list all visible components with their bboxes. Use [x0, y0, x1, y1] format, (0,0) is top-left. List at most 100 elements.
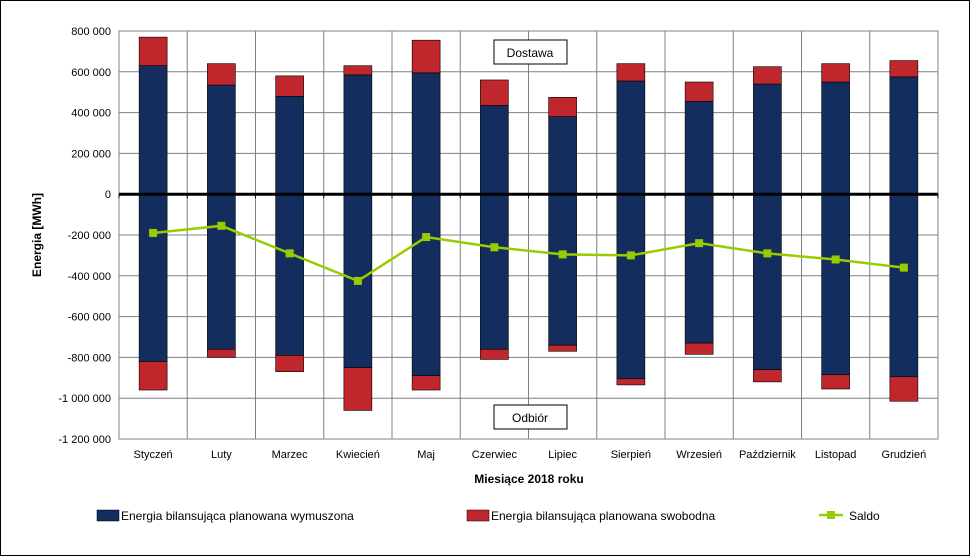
- bar-forced-delivery: [207, 84, 236, 195]
- y-tick-label: -400 000: [68, 271, 111, 283]
- saldo-point: [626, 251, 635, 260]
- legend-label-free: Energia bilansująca planowana swobodna: [491, 509, 715, 523]
- bar-forced-delivery: [480, 105, 509, 195]
- saldo-point: [763, 249, 772, 258]
- bar-forced-withdrawal: [480, 193, 509, 350]
- grid-layer: [119, 31, 938, 439]
- bar-free-delivery: [753, 66, 782, 85]
- x-tick-label: Lipiec: [548, 449, 577, 461]
- y-tick-label: 600 000: [71, 67, 111, 79]
- bar-free-withdrawal: [548, 344, 577, 352]
- legend-item-forced: Energia bilansująca planowana wymuszona: [96, 509, 354, 523]
- bar-free-delivery: [616, 63, 646, 82]
- bar-free-withdrawal: [684, 342, 714, 355]
- x-tick-label: Maj: [417, 449, 435, 461]
- y-tick-label: -1 200 000: [58, 434, 111, 446]
- bar-free-delivery: [343, 65, 373, 76]
- saldo-point: [558, 250, 567, 259]
- x-tick-label: Luty: [211, 449, 232, 461]
- bar-forced-delivery: [411, 72, 441, 195]
- bar-forced-withdrawal: [889, 193, 919, 378]
- saldo-point: [149, 228, 158, 237]
- y-tick-label: -200 000: [68, 230, 111, 242]
- bars-layer: [138, 36, 919, 411]
- x-tick-label: Wrzesień: [676, 449, 722, 461]
- bar-forced-withdrawal: [138, 193, 168, 362]
- bar-free-delivery: [207, 63, 236, 86]
- y-tick-label: -1 000 000: [58, 393, 111, 405]
- bar-free-delivery: [411, 39, 441, 74]
- bar-forced-delivery: [889, 76, 919, 195]
- bar-free-delivery: [821, 63, 850, 83]
- bar-forced-delivery: [548, 116, 577, 195]
- bar-forced-withdrawal: [684, 193, 714, 344]
- saldo-line-layer: [149, 221, 908, 285]
- saldo-point: [899, 263, 908, 272]
- y-tick-label: 400 000: [71, 108, 111, 120]
- bar-free-delivery: [275, 75, 304, 97]
- x-tick-labels: Styczeń Luty Marzec Kwiecień Maj Czerwiec Lipi…: [118, 194, 939, 461]
- bar-forced-withdrawal: [207, 193, 236, 350]
- y-tick-label: 200 000: [71, 148, 111, 160]
- bar-free-delivery: [480, 79, 509, 106]
- bar-free-withdrawal: [753, 369, 782, 383]
- bar-forced-withdrawal: [753, 193, 782, 370]
- annotation-bottom-text: Odbiór: [512, 411, 548, 425]
- legend-marker-saldo: [827, 511, 835, 519]
- bar-free-delivery: [889, 60, 919, 78]
- x-axis-title: Miesiące 2018 roku: [474, 472, 583, 486]
- x-tick-label: Grudzień: [882, 449, 927, 461]
- bar-forced-delivery: [343, 74, 373, 195]
- saldo-point: [285, 249, 294, 258]
- y-tick-label: 800 000: [71, 26, 111, 38]
- x-tick-label: Kwiecień: [336, 449, 380, 461]
- legend-label-saldo: Saldo: [849, 509, 880, 523]
- y-tick-label: -800 000: [68, 352, 111, 364]
- bar-free-withdrawal: [207, 348, 236, 358]
- saldo-point: [422, 233, 431, 242]
- legend-swatch-forced: [96, 509, 120, 522]
- saldo-point: [695, 239, 704, 248]
- bar-free-withdrawal: [411, 375, 441, 391]
- bar-free-delivery: [548, 97, 577, 117]
- x-tick-label: Marzec: [272, 449, 309, 461]
- bar-free-withdrawal: [343, 367, 373, 411]
- legend-label-forced: Energia bilansująca planowana wymuszona: [121, 509, 354, 523]
- bar-forced-withdrawal: [411, 193, 441, 377]
- saldo-line: [152, 224, 905, 283]
- y-tick-label: 0: [105, 189, 111, 201]
- x-tick-label: Sierpień: [611, 449, 651, 461]
- y-tick-label: -600 000: [68, 312, 111, 324]
- annotation-bottom: Odbiór: [493, 404, 568, 430]
- y-tick-labels: 800 000 600 000 400 000 200 000 0 -200 000 -40…: [58, 26, 111, 446]
- legend-swatch-free: [466, 509, 490, 522]
- bar-free-withdrawal: [275, 355, 304, 372]
- bar-forced-delivery: [821, 81, 850, 195]
- x-tick-label: Październik: [739, 449, 796, 461]
- bar-free-delivery: [684, 81, 714, 102]
- bar-free-withdrawal: [480, 348, 509, 360]
- bar-forced-delivery: [616, 80, 646, 195]
- bar-forced-withdrawal: [821, 193, 850, 376]
- annotation-top: Dostawa: [493, 39, 568, 65]
- saldo-point: [217, 221, 226, 230]
- bar-forced-delivery: [275, 95, 304, 195]
- bar-free-withdrawal: [138, 361, 168, 391]
- bar-free-withdrawal: [889, 376, 919, 402]
- bar-forced-delivery: [753, 83, 782, 195]
- bar-free-withdrawal: [821, 374, 850, 390]
- bar-forced-delivery: [138, 65, 168, 195]
- y-axis-title: Energia [MWh]: [30, 193, 44, 277]
- bar-free-withdrawal: [616, 378, 646, 386]
- bar-free-delivery: [138, 36, 168, 66]
- bar-forced-withdrawal: [616, 193, 646, 380]
- legend-item-saldo: Saldo: [819, 509, 880, 523]
- legend: Energia bilansująca planowana wymuszona …: [96, 509, 880, 523]
- saldo-point: [353, 276, 362, 285]
- bar-forced-withdrawal: [548, 193, 577, 346]
- bar-forced-withdrawal: [275, 193, 304, 356]
- x-tick-label: Czerwiec: [472, 449, 518, 461]
- saldo-point: [831, 255, 840, 264]
